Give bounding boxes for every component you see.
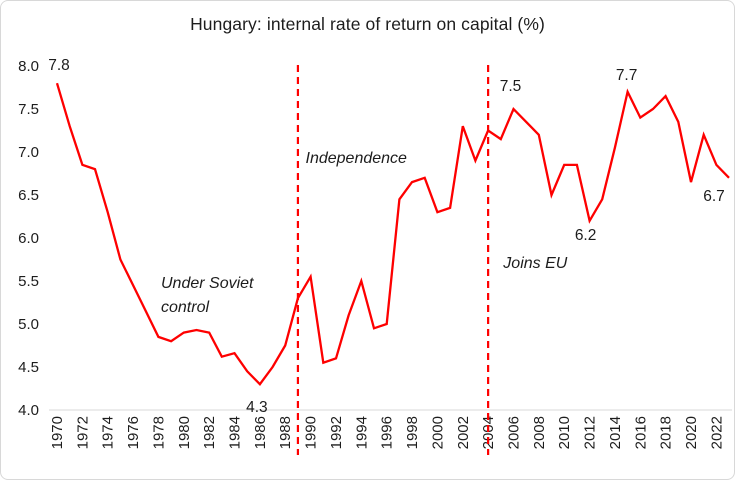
x-tick-label: 1980 — [176, 416, 193, 449]
text-annotation: Joins EU — [502, 255, 567, 272]
x-tick-label: 1992 — [328, 416, 345, 449]
x-tick-label: 2008 — [531, 416, 548, 449]
y-tick-label: 4.5 — [18, 359, 39, 376]
value-annotation: 7.5 — [500, 78, 522, 95]
x-tick-label: 1976 — [125, 416, 142, 449]
x-tick-label: 1990 — [303, 416, 320, 449]
y-tick-label: 5.0 — [18, 316, 39, 333]
x-tick-label: 2004 — [480, 416, 497, 449]
irr-series-line — [55, 82, 730, 386]
x-tick-label: 2006 — [505, 416, 522, 449]
x-tick-label: 1972 — [74, 416, 91, 449]
x-tick-label: 2018 — [658, 416, 675, 449]
x-tick-label: 1970 — [49, 416, 66, 449]
value-annotation: 4.3 — [246, 399, 268, 416]
x-tick-label: 1988 — [277, 416, 294, 449]
y-tick-label: 7.0 — [18, 144, 39, 161]
x-tick-label: 2002 — [455, 416, 472, 449]
x-tick-label: 1984 — [227, 416, 244, 449]
text-annotation: Under Soviet — [161, 275, 254, 292]
x-tick-label: 2014 — [607, 416, 624, 449]
text-annotation: control — [161, 299, 209, 316]
x-tick-label: 2000 — [429, 416, 446, 449]
value-annotation: 6.2 — [575, 227, 597, 244]
x-tick-label: 1998 — [404, 416, 421, 449]
x-tick-label: 2020 — [683, 416, 700, 449]
x-tick-label: 2012 — [582, 416, 599, 449]
y-tick-label: 7.5 — [18, 101, 39, 118]
x-tick-label: 2010 — [556, 416, 573, 449]
y-tick-label: 6.0 — [18, 230, 39, 247]
y-tick-label: 8.0 — [18, 58, 39, 75]
chart-title: Hungary: internal rate of return on capi… — [190, 14, 545, 34]
y-tick-label: 6.5 — [18, 187, 39, 204]
value-annotation: 7.8 — [48, 57, 70, 74]
x-tick-label: 1978 — [150, 416, 167, 449]
x-tick-label: 1974 — [100, 416, 117, 449]
x-tick-label: 2016 — [632, 416, 649, 449]
x-tick-label: 2022 — [708, 416, 725, 449]
value-annotation: 7.7 — [616, 67, 638, 84]
x-tick-label: 1982 — [201, 416, 218, 449]
x-tick-label: 1986 — [252, 416, 269, 449]
text-annotation: Independence — [306, 150, 408, 167]
y-tick-label: 5.5 — [18, 273, 39, 290]
y-tick-label: 4.0 — [18, 402, 39, 419]
x-tick-label: 1996 — [379, 416, 396, 449]
value-annotation: 6.7 — [703, 188, 725, 205]
x-tick-label: 1994 — [353, 416, 370, 449]
